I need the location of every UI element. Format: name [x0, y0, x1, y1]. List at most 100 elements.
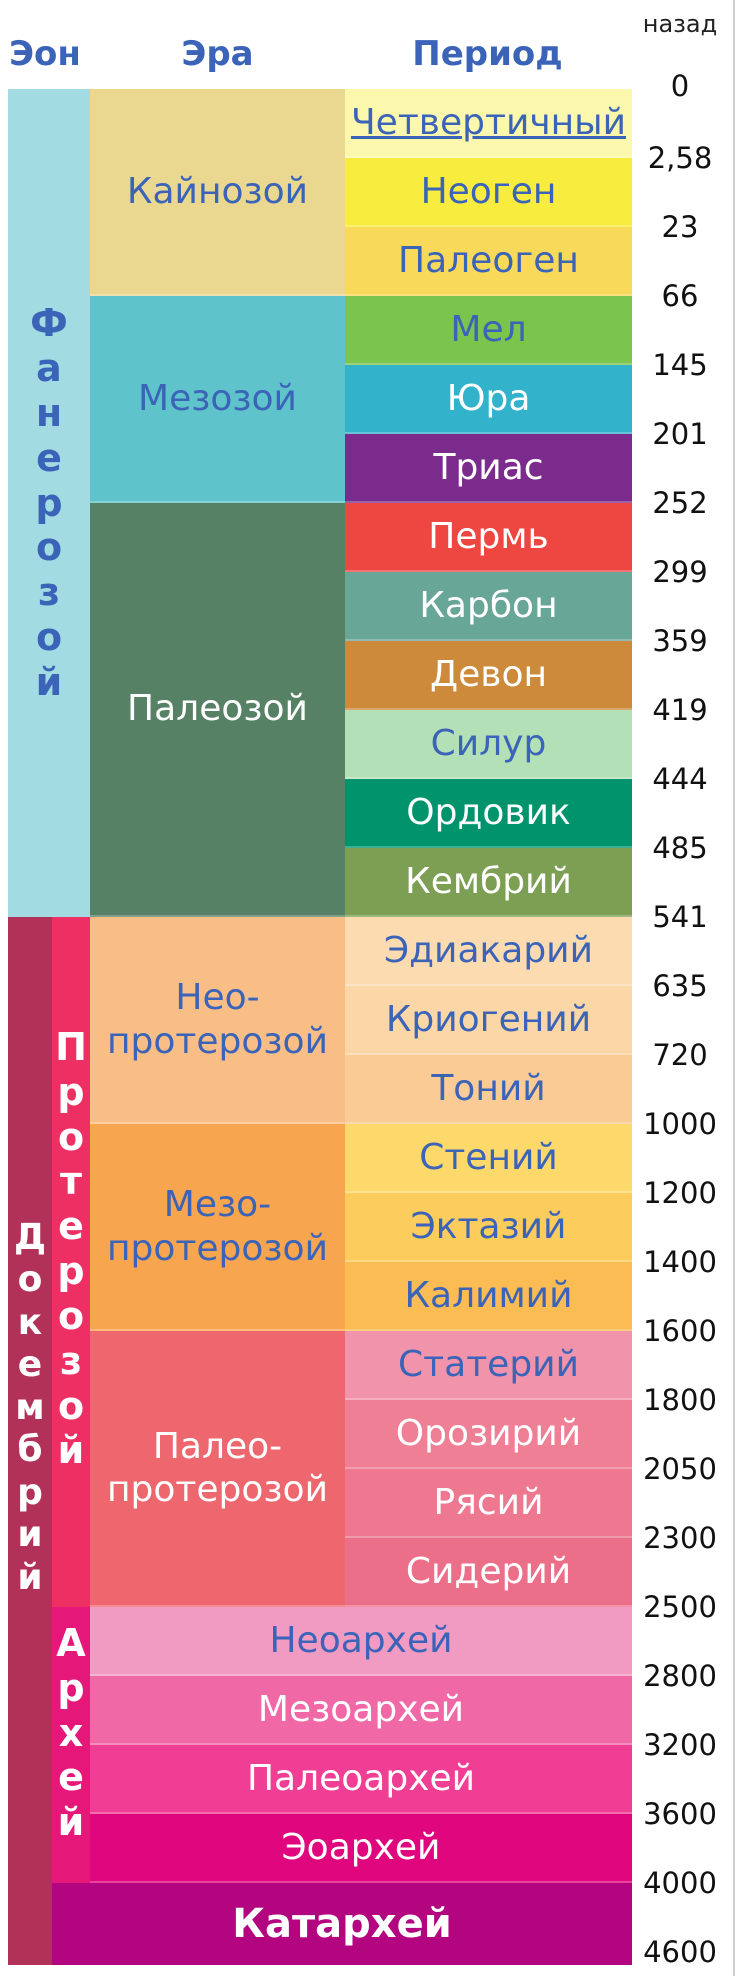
period-18-label: Статерий [398, 1343, 579, 1385]
period-7: Карбон [345, 572, 632, 641]
vertical-letter: а [36, 346, 62, 391]
age-tick: 2050 [643, 1452, 717, 1486]
period-18: Статерий [345, 1331, 632, 1400]
period-9-label: Силур [430, 722, 547, 764]
vertical-letter: о [35, 525, 63, 570]
vertical-letter: о [57, 1114, 85, 1159]
period-14: Тоний [345, 1055, 632, 1124]
era-1: Мезозой [90, 296, 345, 503]
age-tick: 359 [652, 624, 708, 658]
vertical-letter: н [35, 390, 63, 435]
age-tick: 299 [652, 555, 708, 589]
period-4: Юра [345, 365, 632, 434]
age-tick: 23 [661, 210, 699, 244]
period-4-label: Юра [446, 377, 531, 419]
age-tick: 1400 [643, 1245, 717, 1279]
vertical-letter: б [17, 1429, 43, 1471]
vertical-letter: е [36, 435, 62, 480]
vertical-letter: П [55, 1025, 87, 1069]
era-0: Кайнозой [90, 89, 345, 296]
vertical-letter: х [58, 1710, 84, 1755]
header-eon: Эон [9, 34, 81, 74]
archean-era-1-label: Мезоархей [257, 1688, 465, 1730]
period-3: Мел [345, 296, 632, 365]
age-tick: 444 [652, 762, 708, 796]
age-tick: 2300 [643, 1521, 717, 1555]
period-21: Сидерий [345, 1538, 632, 1607]
vertical-letter: й [17, 1556, 43, 1598]
vertical-letter: о [57, 1293, 85, 1338]
vertical-letter: р [57, 1665, 85, 1710]
age-tick: 1200 [643, 1176, 717, 1210]
vertical-letter: о [35, 615, 63, 660]
archean-era-3-label: Эоархей [281, 1826, 441, 1868]
era-3: Нео- протерозой [90, 917, 345, 1124]
period-17-label: Калимий [404, 1274, 573, 1316]
age-tick: 66 [661, 279, 699, 313]
archean-era-1: Мезоархей [90, 1676, 632, 1745]
vertical-letter: е [17, 1344, 43, 1386]
age-tick: 4000 [643, 1866, 717, 1900]
vertical-letter: т [59, 1159, 83, 1204]
archean-era-0: Неоархей [90, 1607, 632, 1676]
archean-era-2: Палеоархей [90, 1745, 632, 1814]
period-1-label: Неоген [420, 170, 557, 212]
age-tick: 485 [652, 831, 708, 865]
period-10: Ордовик [345, 779, 632, 848]
era-1-label: Мезозой [138, 377, 297, 419]
era-4-label: Мезо- протерозой [107, 1184, 328, 1269]
period-17: Калимий [345, 1262, 632, 1331]
age-tick: 1000 [643, 1107, 717, 1141]
age-tick: 3600 [643, 1797, 717, 1831]
period-0-label: Четвертичный [350, 101, 626, 143]
vertical-letter: Д [13, 1217, 47, 1258]
period-6-label: Пермь [428, 515, 549, 557]
vertical-letter: о [17, 1259, 43, 1301]
vertical-letter: А [56, 1621, 86, 1665]
period-11-label: Кембрий [405, 860, 572, 902]
era-2: Палеозой [90, 503, 345, 917]
era-4: Мезо- протерозой [90, 1124, 345, 1331]
period-7-label: Карбон [419, 584, 558, 626]
period-14-label: Тоний [431, 1067, 546, 1109]
vertical-letter: р [35, 480, 63, 525]
era-0-label: Кайнозой [126, 170, 309, 212]
archean-era-0-label: Неоархей [269, 1619, 453, 1661]
age-tick: 419 [652, 693, 708, 727]
age-tick: 635 [652, 969, 708, 1003]
period-5-label: Триас [433, 446, 544, 488]
vertical-letter: р [17, 1471, 43, 1513]
vertical-letter: з [37, 570, 61, 615]
age-tick: 1600 [643, 1314, 717, 1348]
period-19: Орозирий [345, 1400, 632, 1469]
archean-era-2-label: Палеоархей [246, 1757, 476, 1799]
period-16: Эктазий [345, 1193, 632, 1262]
period-11: Кембрий [345, 848, 632, 917]
period-10-label: Ордовик [406, 791, 571, 833]
era-2-label: Палеозой [127, 688, 308, 730]
period-9: Силур [345, 710, 632, 779]
vertical-letter: о [57, 1383, 85, 1428]
age-tick: 3200 [643, 1728, 717, 1762]
header-period: Период [412, 34, 563, 74]
age-tick: 2,58 [647, 141, 713, 175]
period-8-label: Девон [429, 653, 548, 695]
vertical-letter: й [57, 1428, 85, 1473]
age-tick: 4600 [643, 1935, 717, 1969]
katarchean: Катархей [52, 1883, 632, 1965]
vertical-letter: и [17, 1514, 43, 1556]
period-2-label: Палеоген [398, 239, 579, 281]
vertical-letter: й [35, 659, 63, 704]
vertical-letter: е [58, 1755, 84, 1800]
age-tick: 252 [652, 486, 708, 520]
era-5-label: Палео- протерозой [107, 1425, 328, 1510]
vertical-letter: р [57, 1069, 85, 1114]
vertical-letter: е [58, 1204, 84, 1249]
age-tick: 145 [652, 348, 708, 382]
right-divider [733, 0, 735, 1976]
period-2: Палеоген [345, 227, 632, 296]
vertical-letter: м [15, 1386, 45, 1428]
